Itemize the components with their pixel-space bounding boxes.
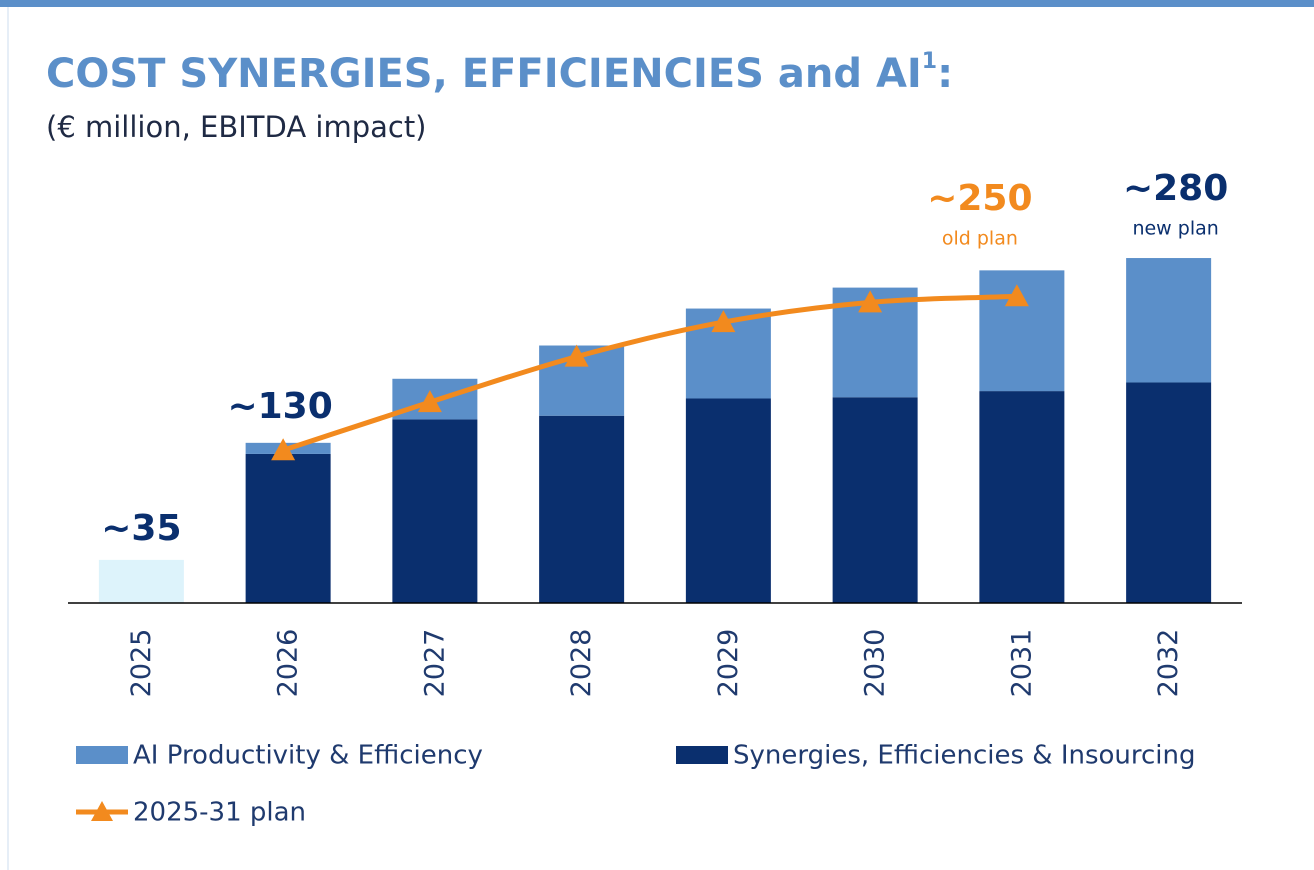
legend-marker: [91, 801, 113, 821]
legend-label: 2025-31 plan: [133, 798, 306, 828]
x-tick-label: 2032: [1153, 629, 1184, 698]
bar-segment: [539, 415, 625, 603]
legend-label: Synergies, Efficiencies & Insourcing: [733, 741, 1196, 771]
bar-segment: [1126, 382, 1212, 603]
x-tick-label: 2026: [273, 629, 304, 698]
chart-title: COST SYNERGIES, EFFICIENCIES and AI1:: [46, 49, 953, 97]
bar-segment: [1126, 258, 1212, 383]
title-end: :: [937, 51, 953, 97]
plan-marker: [271, 438, 296, 461]
x-tick-label: 2028: [566, 629, 597, 698]
annotation-value: ~250: [927, 178, 1032, 219]
plan-marker: [417, 390, 442, 413]
bar-segment: [98, 559, 184, 603]
plan-marker: [711, 310, 736, 333]
title-footnote: 1: [922, 49, 937, 74]
annotation-value: ~130: [227, 386, 332, 427]
annotation-value: ~35: [101, 508, 181, 549]
bar-segment: [245, 453, 331, 603]
annotation-note: old plan: [942, 228, 1018, 250]
top-band: [0, 0, 1314, 7]
x-tick-label: 2029: [713, 629, 744, 698]
bar-segment: [832, 397, 918, 603]
plan-marker: [1004, 284, 1029, 307]
x-tick-label: 2027: [419, 629, 450, 698]
bar-segment: [979, 391, 1065, 603]
legend-label: AI Productivity & Efficiency: [133, 741, 483, 771]
title-text: COST SYNERGIES, EFFICIENCIES and AI: [46, 51, 922, 97]
bar-segment: [979, 270, 1065, 392]
legend-swatch: [676, 746, 728, 764]
annotation-note: new plan: [1132, 218, 1218, 240]
chart-subtitle: (€ million, EBITDA impact): [46, 110, 427, 144]
bar-segment: [392, 419, 478, 603]
plan-marker: [858, 290, 883, 313]
plan-line: [282, 293, 1017, 453]
x-tick-label: 2031: [1006, 629, 1037, 698]
x-tick-label: 2025: [126, 629, 157, 698]
bar-segment: [685, 398, 771, 603]
x-tick-label: 2030: [860, 629, 891, 698]
annotation-value: ~280: [1123, 168, 1228, 209]
legend-swatch: [76, 746, 128, 764]
plan-marker: [564, 344, 589, 367]
